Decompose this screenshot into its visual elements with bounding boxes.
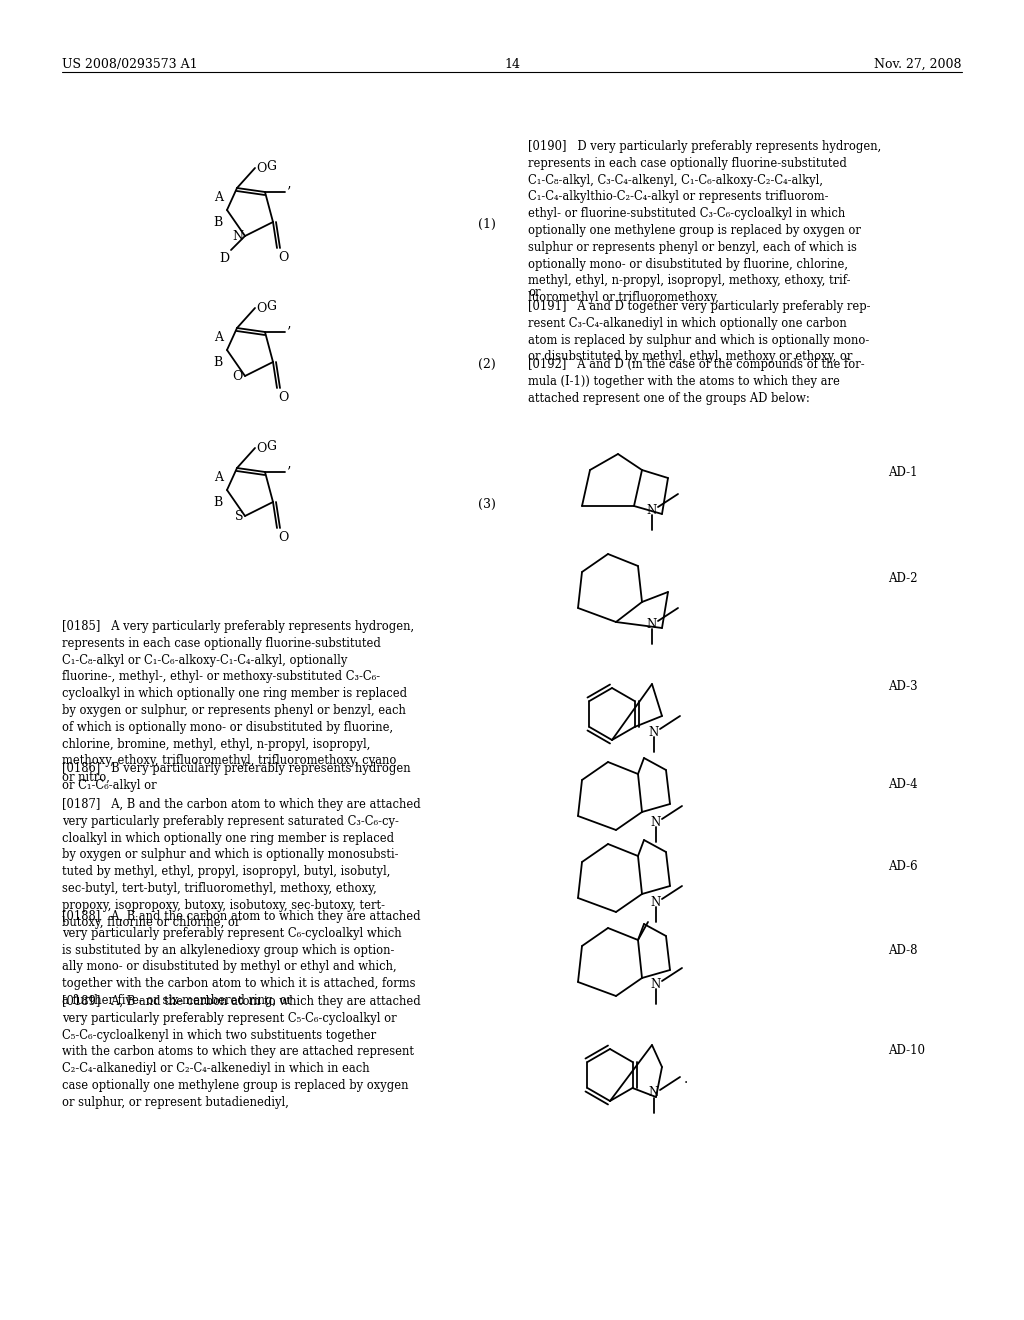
Text: B: B	[214, 356, 223, 370]
Text: N: N	[651, 816, 662, 829]
Text: AD-10: AD-10	[888, 1044, 925, 1057]
Text: N: N	[651, 978, 662, 990]
Text: A: A	[214, 191, 223, 205]
Text: (3): (3)	[478, 498, 496, 511]
Text: N: N	[649, 1086, 659, 1100]
Text: N: N	[647, 618, 657, 631]
Text: AD-8: AD-8	[888, 944, 918, 957]
Text: [0188]   A, B and the carbon atom to which they are attached
very particularly p: [0188] A, B and the carbon atom to which…	[62, 909, 421, 1007]
Text: G: G	[266, 160, 276, 173]
Text: A: A	[214, 331, 223, 345]
Text: N: N	[232, 230, 243, 243]
Text: G: G	[266, 300, 276, 313]
Text: AD-6: AD-6	[888, 861, 918, 873]
Text: AD-3: AD-3	[888, 680, 918, 693]
Text: B: B	[214, 496, 223, 510]
Text: or: or	[528, 286, 541, 300]
Text: N: N	[647, 503, 657, 516]
Text: N: N	[649, 726, 659, 738]
Text: O: O	[278, 391, 289, 404]
Text: (1): (1)	[478, 218, 496, 231]
Text: D: D	[219, 252, 229, 265]
Text: (2): (2)	[478, 358, 496, 371]
Text: [0189]   A, B and the carbon atom to which they are attached
very particularly p: [0189] A, B and the carbon atom to which…	[62, 995, 421, 1109]
Text: O: O	[278, 531, 289, 544]
Text: O: O	[256, 441, 266, 454]
Text: O: O	[256, 301, 266, 314]
Text: [0190]   D very particularly preferably represents hydrogen,
represents in each : [0190] D very particularly preferably re…	[528, 140, 882, 304]
Text: [0186]   B very particularly preferably represents hydrogen
or C₁-C₆-alkyl or: [0186] B very particularly preferably re…	[62, 762, 411, 792]
Text: US 2008/0293573 A1: US 2008/0293573 A1	[62, 58, 198, 71]
Text: A: A	[214, 471, 223, 484]
Text: AD-4: AD-4	[888, 777, 918, 791]
Text: Nov. 27, 2008: Nov. 27, 2008	[874, 58, 962, 71]
Text: B: B	[214, 216, 223, 228]
Text: O: O	[232, 370, 243, 383]
Text: ’: ’	[287, 465, 292, 479]
Text: O: O	[256, 161, 266, 174]
Text: G: G	[266, 440, 276, 453]
Text: [0187]   A, B and the carbon atom to which they are attached
very particularly p: [0187] A, B and the carbon atom to which…	[62, 799, 421, 928]
Text: AD-2: AD-2	[888, 572, 918, 585]
Text: ’: ’	[287, 325, 292, 339]
Text: N: N	[651, 895, 662, 908]
Text: [0192]   A and D (in the case of the compounds of the for-
mula (I-1)) together : [0192] A and D (in the case of the compo…	[528, 358, 864, 405]
Text: .: .	[684, 1072, 688, 1086]
Text: AD-1: AD-1	[888, 466, 918, 479]
Text: O: O	[278, 251, 289, 264]
Text: [0191]   A and D together very particularly preferably rep-
resent C₃-C₄-alkaned: [0191] A and D together very particularl…	[528, 300, 870, 363]
Text: 14: 14	[504, 58, 520, 71]
Text: [0185]   A very particularly preferably represents hydrogen,
represents in each : [0185] A very particularly preferably re…	[62, 620, 414, 784]
Text: S: S	[234, 510, 243, 523]
Text: ’: ’	[287, 185, 292, 199]
